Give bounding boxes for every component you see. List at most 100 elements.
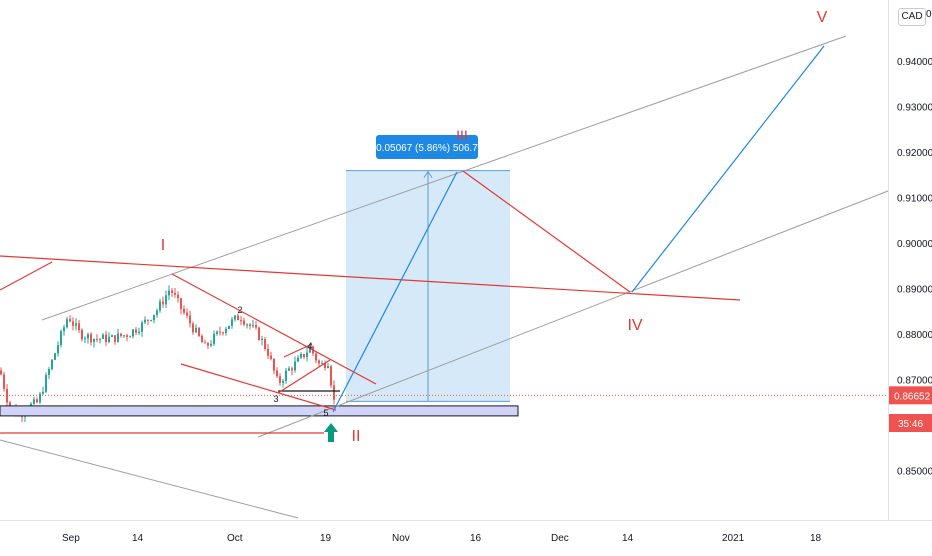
triangle-line-b [277,359,331,394]
price-axis[interactable]: 0.94000 0.93000 0.92000 0.91000 0.90000 0.890… [888,0,932,520]
candle-body [105,334,107,343]
countdown-label: 35:46 [898,419,923,430]
candle-body [132,329,134,337]
measure-label: 0.05067 (5.86%) 506.7 [376,143,478,154]
candle-body [138,331,140,333]
candle-body [126,335,128,337]
candle-body [288,368,290,371]
candle-body [36,399,38,403]
candle-body [186,312,188,316]
channel-bottom-line [0,439,299,519]
candle-body [147,319,149,321]
candle-body [270,355,272,359]
candle-body [279,376,281,383]
candle-body [162,301,164,305]
price-tick-label: 0.88000 [897,330,932,341]
candle-body [63,327,65,332]
candle-body [135,329,137,333]
candle-body [222,332,224,334]
sub-wave-label: 2 [237,305,242,315]
candle-body [39,393,41,403]
candle-body [324,363,326,369]
candle-body [243,320,245,325]
candle-body [153,314,155,321]
candle-body [213,333,215,344]
candle-body [225,328,227,333]
candle-body [252,325,254,327]
candle-body [171,290,173,293]
candle-body [240,320,242,322]
candle-body [195,327,197,333]
price-tick-label: 0.90000 [897,239,932,250]
candle-body [258,327,260,340]
wave-IV-path [462,170,631,293]
price-tick-label: 0.92000 [897,148,932,159]
candle-body [111,335,113,337]
candle-body [54,353,56,360]
time-tick-label: Oct [227,533,243,544]
candle-body [123,335,125,337]
candle-body [273,358,275,371]
candle-body [99,338,101,340]
candle-body [318,360,320,364]
candle-body [267,348,269,356]
time-tick-label: Sep [62,533,80,544]
measure-label-bg [376,135,478,159]
candle-body [60,331,62,346]
candle-body [204,342,206,344]
candle-body [330,366,332,386]
time-tick-label: Dec [551,533,569,544]
candle-body [141,322,143,332]
candle-body [198,327,200,336]
candle-body [120,333,122,337]
candle-body [192,323,194,333]
candle-body [237,315,239,321]
time-axis[interactable]: Sep 14 Oct 19 Nov 16 Dec 14 2021 18 [0,520,932,551]
price-axis-labels: 0.94000 0.93000 0.92000 0.91000 0.90000 0.890… [889,9,932,478]
candle-body [327,366,329,369]
candle-body [87,334,89,339]
candle-body [90,334,92,343]
candle-body [144,319,146,323]
resistance-line [0,255,741,301]
channel-upper-line [41,35,847,321]
time-tick-label: 2021 [722,533,745,544]
candle-body [159,301,161,311]
current-price-tag [889,386,932,405]
candle-body [51,359,53,370]
candle-body [276,370,278,377]
time-tick-label: 16 [470,533,482,544]
candle-body [81,330,83,340]
time-tick-label: 14 [132,533,144,544]
candle-body [75,323,77,326]
candle-body [174,292,176,295]
wave-III-projection [332,171,458,413]
candle-body [261,339,263,341]
sub-wave-label: 4 [307,341,312,351]
candle-body [285,370,287,381]
support-zone [0,405,519,417]
candle-body [165,295,167,305]
candle-body [33,399,35,404]
candle-body [297,357,299,362]
candle-body [177,294,179,299]
wave-label: IV [627,317,642,334]
candle-body [309,346,311,353]
candle-body [180,298,182,309]
candle-body [57,345,59,354]
wedge-lower-line [180,363,337,411]
candle-body [306,352,308,358]
candle-body [234,315,236,320]
candle-body [0,370,2,375]
triangle-line-a [283,343,313,358]
candle-body [300,354,302,358]
candle-body [150,320,152,322]
wave-label: V [817,9,828,26]
candle-body [78,323,80,331]
currency-badge[interactable]: CAD [898,8,926,26]
price-tick-label: 0.91000 [897,194,932,205]
wave-label: II [352,428,361,445]
candle-body [321,363,323,365]
